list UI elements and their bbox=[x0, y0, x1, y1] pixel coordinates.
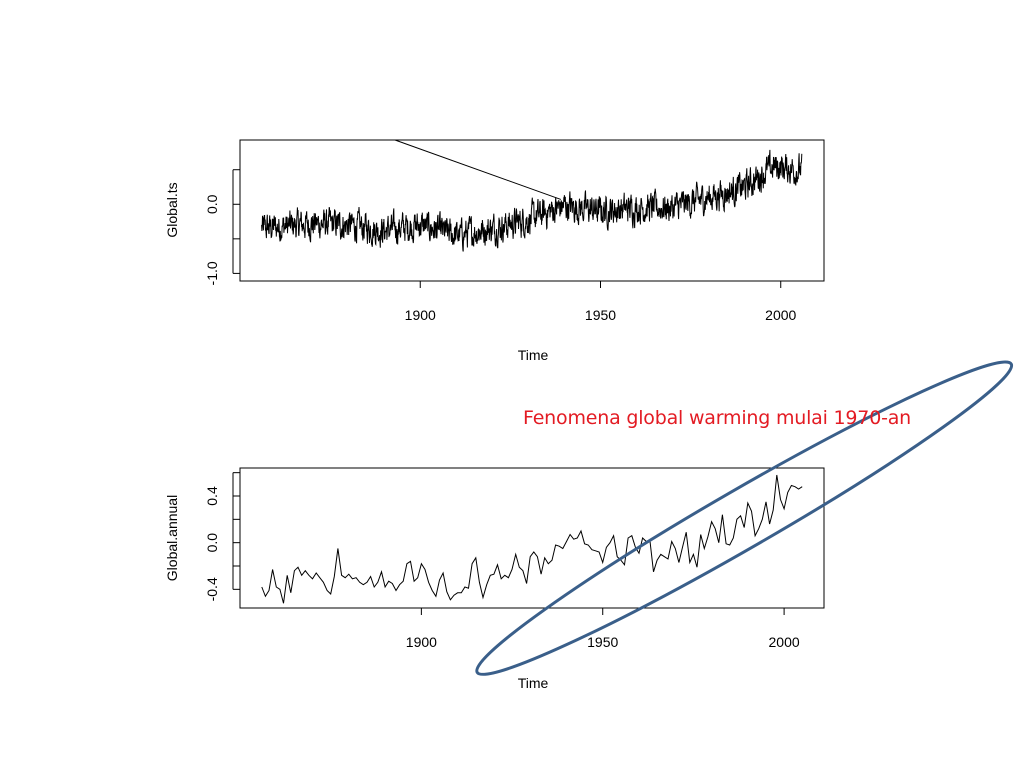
y-axis: -1.0 0.0 bbox=[204, 169, 240, 285]
y-axis-label: Global.annual bbox=[164, 495, 180, 581]
y-axis: -0.4 0.0 0.4 bbox=[204, 472, 240, 601]
y-tick-label: 0.0 bbox=[204, 194, 220, 214]
x-axis-label: Time bbox=[518, 675, 549, 691]
x-tick-label: 1900 bbox=[406, 634, 437, 650]
x-axis: 1900 1950 2000 bbox=[406, 608, 800, 650]
global-ts-series-line bbox=[261, 149, 803, 252]
y-tick-label: -0.4 bbox=[204, 577, 220, 601]
y-tick-label: -1.0 bbox=[204, 261, 220, 285]
x-tick-label: 2000 bbox=[769, 634, 800, 650]
plot-frame bbox=[239, 139, 825, 282]
x-tick-label: 2000 bbox=[765, 307, 796, 323]
x-axis-label: Time bbox=[518, 347, 549, 363]
global-ts-chart: 1900 1950 2000 -1.0 0.0 Time Global.ts bbox=[164, 139, 825, 363]
annotation-text: Fenomena global warming mulai 1970-an bbox=[523, 407, 912, 429]
plot-frame bbox=[239, 467, 825, 609]
annotation-pointer-line bbox=[394, 139, 562, 200]
highlight-ellipse bbox=[475, 360, 1014, 676]
y-axis-label: Global.ts bbox=[164, 182, 180, 237]
x-tick-label: 1950 bbox=[587, 634, 618, 650]
x-axis: 1900 1950 2000 bbox=[405, 281, 797, 323]
global-annual-chart: 1900 1950 2000 -0.4 0.0 0.4 Time Global.annu… bbox=[164, 360, 1014, 691]
x-tick-label: 1950 bbox=[585, 307, 616, 323]
y-tick-label: 0.0 bbox=[204, 533, 220, 553]
x-tick-label: 1900 bbox=[405, 307, 436, 323]
global-annual-series-line bbox=[261, 474, 803, 604]
y-tick-label: 0.4 bbox=[204, 486, 220, 506]
